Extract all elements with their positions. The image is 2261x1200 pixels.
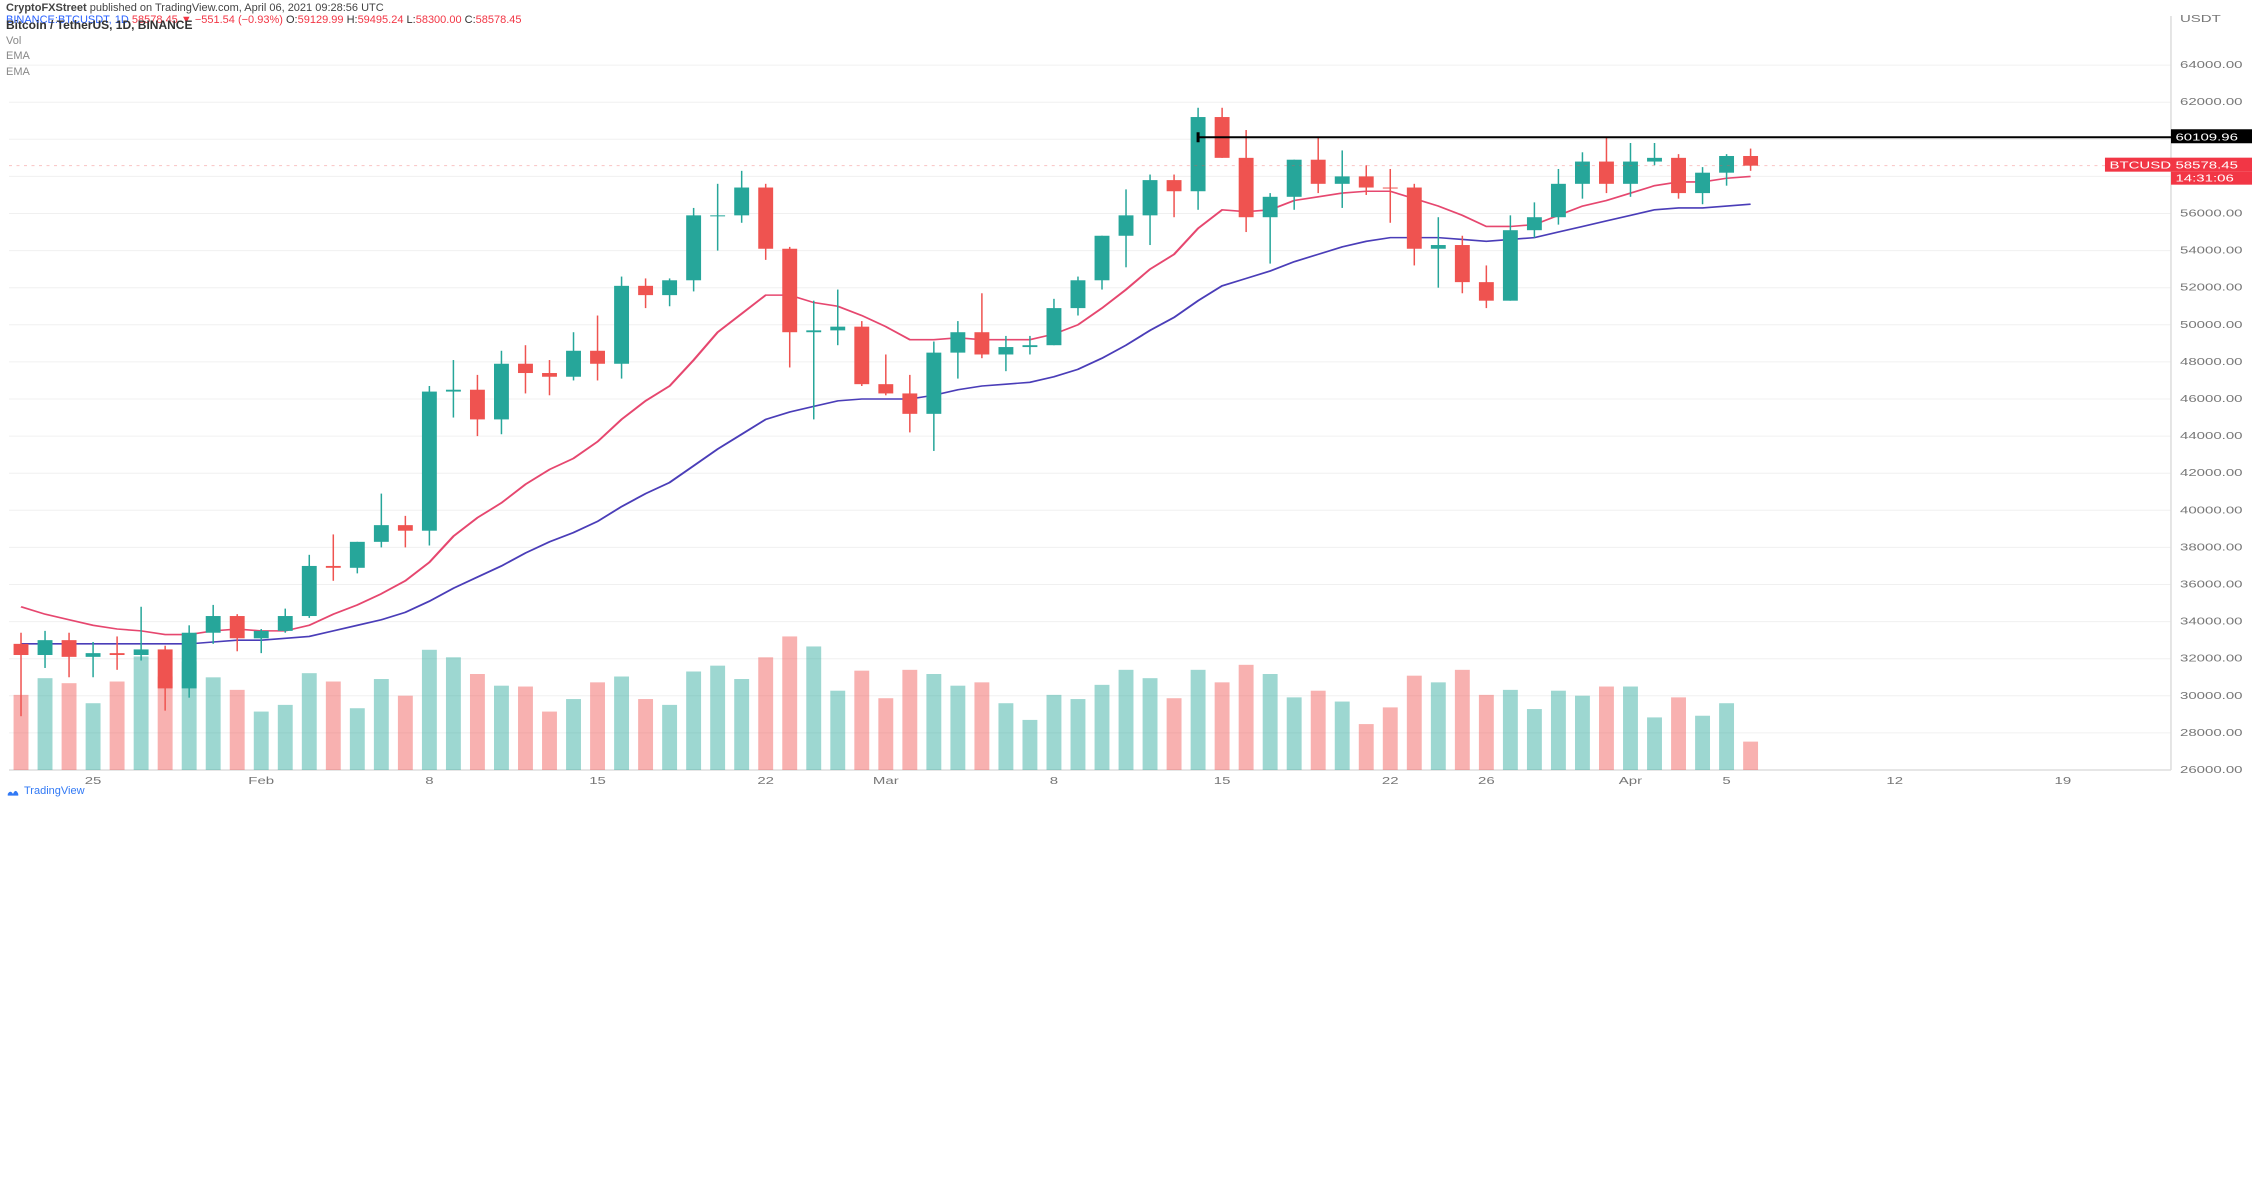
svg-text:25: 25 (85, 775, 102, 787)
change-pct: (−0.93%) (238, 14, 283, 26)
c-label: C: (465, 14, 476, 26)
chart-title: Bitcoin / TetherUS, 1D, BINANCE (6, 18, 192, 32)
chart-header: CryptoFXStreet published on TradingView.… (0, 0, 2261, 28)
svg-text:60109.96: 60109.96 (2175, 131, 2238, 143)
svg-text:8: 8 (425, 775, 433, 787)
o-label: O: (286, 14, 298, 26)
svg-text:Apr: Apr (1619, 775, 1643, 787)
svg-text:15: 15 (1214, 775, 1231, 787)
c-val: 58578.45 (476, 14, 522, 26)
study-ema1: EMA (6, 49, 30, 64)
pub-date: April 06, 2021 09:28:56 UTC (244, 2, 383, 14)
svg-text:5: 5 (1722, 775, 1730, 787)
branding: TradingView (6, 784, 85, 798)
brand-text: TradingView (24, 785, 85, 797)
svg-text:12: 12 (1886, 775, 1903, 787)
svg-text:14:31:06: 14:31:06 (2175, 172, 2233, 184)
chart-svg[interactable]: 26000.00 28000.00 30000.00 32000.00 34000.00… (0, 0, 2261, 800)
study-ema2: EMA (6, 65, 30, 80)
svg-text:8: 8 (1050, 775, 1058, 787)
svg-text:64000.00: 64000.00 (2180, 59, 2243, 71)
svg-text:54000.00: 54000.00 (2180, 244, 2243, 256)
svg-text:40000.00: 40000.00 (2180, 504, 2243, 516)
svg-text:26: 26 (1478, 775, 1495, 787)
svg-text:62000.00: 62000.00 (2180, 96, 2243, 108)
svg-text:42000.00: 42000.00 (2180, 467, 2243, 479)
svg-text:26000.00: 26000.00 (2180, 764, 2243, 776)
pub-site: TradingView.com, (155, 2, 242, 14)
svg-text:15: 15 (589, 775, 606, 787)
studies-list: Vol EMA EMA (6, 34, 30, 80)
svg-text:38000.00: 38000.00 (2180, 541, 2243, 553)
svg-text:36000.00: 36000.00 (2180, 578, 2243, 590)
svg-text:48000.00: 48000.00 (2180, 355, 2243, 367)
h-val: 59495.24 (358, 14, 404, 26)
svg-text:30000.00: 30000.00 (2180, 689, 2243, 701)
tradingview-icon (6, 784, 20, 798)
svg-text:46000.00: 46000.00 (2180, 393, 2243, 405)
svg-text:52000.00: 52000.00 (2180, 281, 2243, 293)
svg-text:28000.00: 28000.00 (2180, 726, 2243, 738)
publisher: CryptoFXStreet (6, 2, 87, 14)
svg-text:32000.00: 32000.00 (2180, 652, 2243, 664)
l-label: L: (407, 14, 416, 26)
o-val: 59129.99 (298, 14, 344, 26)
svg-text:50000.00: 50000.00 (2180, 318, 2243, 330)
pub-word: published on (90, 2, 152, 14)
svg-text:22: 22 (1382, 775, 1399, 787)
h-label: H: (347, 14, 358, 26)
change-abs: −551.54 (195, 14, 235, 26)
svg-text:BTCUSDT: BTCUSDT (2109, 159, 2180, 171)
l-val: 58300.00 (416, 14, 462, 26)
svg-text:19: 19 (2055, 775, 2072, 787)
svg-text:Feb: Feb (248, 775, 274, 787)
svg-text:56000.00: 56000.00 (2180, 207, 2243, 219)
svg-text:44000.00: 44000.00 (2180, 430, 2243, 442)
svg-text:Mar: Mar (873, 775, 900, 787)
svg-text:22: 22 (757, 775, 774, 787)
study-vol: Vol (6, 34, 30, 49)
svg-text:34000.00: 34000.00 (2180, 615, 2243, 627)
chart-container: CryptoFXStreet published on TradingView.… (0, 0, 2261, 800)
svg-text:58578.45: 58578.45 (2175, 159, 2238, 171)
